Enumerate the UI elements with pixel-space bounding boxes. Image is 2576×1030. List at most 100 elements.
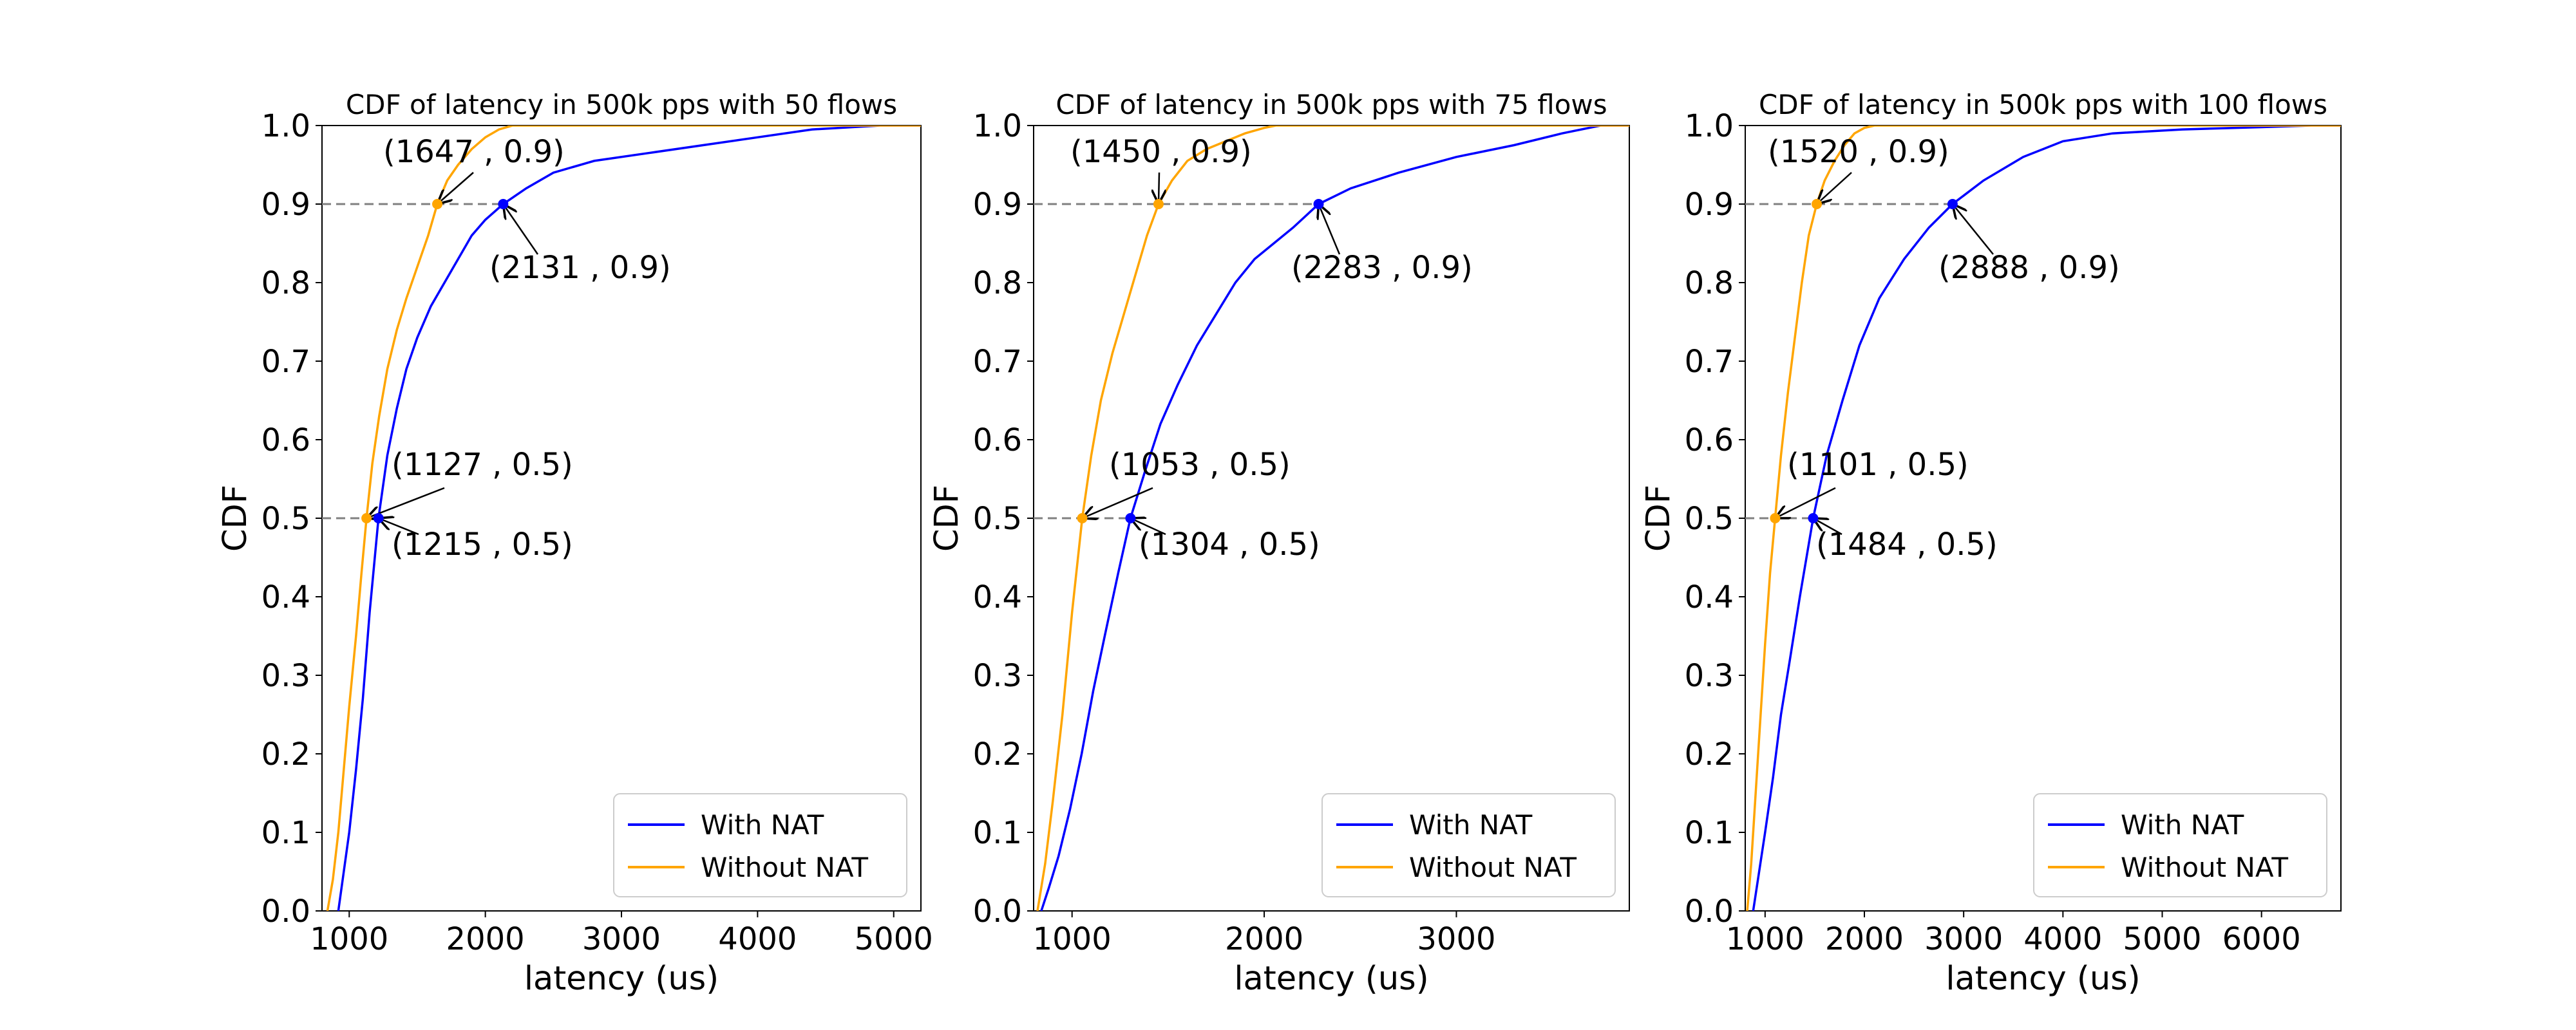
panel-1-y-tick-label: 0.5 [261,501,310,537]
panel-3-y-tick-label: 0.6 [1685,422,1734,458]
panel-3-annotation-arrow [1775,487,1836,518]
panel-2-y-tick-label: 0.5 [973,501,1022,537]
panel-3-annotation-point [1770,513,1781,523]
panel-2-y-tick-label: 0.1 [973,815,1022,851]
panel-3-annotation-label: (1520 , 0.9) [1768,134,1949,170]
panel-1-x-tick-label: 2000 [446,921,525,957]
panel-1-annotation-label: (1215 , 0.5) [392,527,573,563]
panel-2-annotation-label: (1450 , 0.9) [1070,134,1252,170]
panel-1-annotation-arrow [503,204,539,255]
panel-2-legend-label-without-nat: Without NAT [1409,852,1577,883]
panel-3-x-tick-label: 2000 [1825,921,1904,957]
panel-3-annotation-point [1947,199,1958,209]
panel-1-annotation-label: (1127 , 0.5) [392,447,573,483]
panel-1-legend-label-without-nat: Without NAT [701,852,868,883]
panel-2-annotation-point [1125,513,1136,523]
panel-2-annotation-arrow [1319,204,1341,255]
panel-1-annotation-point [432,199,443,209]
panel-3-annotation-arrow [1817,172,1852,204]
panel-3-y-axis-label: CDF [1640,485,1678,552]
panel-2-annotation-arrow [1130,518,1166,536]
panel-1-y-axis-label: CDF [216,485,254,552]
panel-2-series-line-without-nat [1036,126,1629,911]
panel-3-annotation-point [1808,513,1819,523]
panel-3-y-tick-label: 1.0 [1685,108,1734,144]
panel-3-legend-label-without-nat: Without NAT [2121,852,2288,883]
panel-2-y-tick-label: 1.0 [973,108,1022,144]
panel-2-y-axis-label: CDF [928,485,966,552]
panel-2-y-tick-label: 0.7 [973,344,1022,380]
panel-1-y-tick-label: 0.4 [261,579,310,615]
panel-2-legend-label-with-nat: With NAT [1409,809,1533,841]
panel-1-series-line-with-nat [337,126,921,911]
panel-2-y-tick-label: 0.6 [973,422,1022,458]
panel-1-annotation-point [373,513,384,523]
panel-3-x-tick-label: 1000 [1726,921,1804,957]
panel-2-annotation-label: (1053 , 0.5) [1109,447,1291,483]
panel-3-y-tick-label: 0.5 [1685,501,1734,537]
panel-1-y-tick-label: 0.8 [261,265,310,301]
panel-2-annotation-arrow [1082,487,1153,518]
panel-2-annotation-point [1313,199,1324,209]
panel-1-annotation-arrow [437,172,474,204]
panel-3-x-tick-label: 3000 [1924,921,2003,957]
chart-panel-1: CDF of latency in 500k pps with 50 flows… [216,89,933,998]
panel-1-x-tick-label: 4000 [718,921,797,957]
panel-1-x-tick-label: 3000 [582,921,661,957]
panel-1-chart-title: CDF of latency in 500k pps with 50 flows [346,89,897,120]
panel-3-annotation-point [1812,199,1822,209]
panel-3-y-tick-label: 0.3 [1685,658,1734,694]
panel-3-x-axis-label: latency (us) [1946,960,2140,998]
panel-3-chart-title: CDF of latency in 500k pps with 100 flow… [1759,89,2327,120]
panel-3-series-line-without-nat [1746,126,2341,911]
panel-1-annotation-arrow [379,518,419,536]
panel-1-y-tick-label: 1.0 [261,108,310,144]
panel-1-annotation-point [498,199,509,209]
panel-1-x-tick-label: 1000 [310,921,388,957]
panel-1-x-axis-label: latency (us) [524,960,719,998]
panel-3-x-tick-label: 4000 [2023,921,2102,957]
panel-2-chart-title: CDF of latency in 500k pps with 75 flows [1056,89,1607,120]
chart-panel-2: CDF of latency in 500k pps with 75 flows… [928,89,1630,998]
panel-3-x-tick-label: 5000 [2123,921,2201,957]
panel-3-y-tick-label: 0.2 [1685,736,1734,772]
panel-2-y-tick-label: 0.4 [973,579,1022,615]
panel-3-series-line-with-nat [1752,126,2341,911]
panel-2-y-tick-label: 0.8 [973,265,1022,301]
panel-3-annotation-label: (1484 , 0.5) [1816,527,1998,563]
panel-1-y-tick-label: 0.1 [261,815,310,851]
panel-1-annotation-label: (1647 , 0.9) [383,134,565,170]
panel-1-annotation-point [361,513,372,523]
panel-3-y-tick-label: 0.0 [1685,894,1734,930]
panel-2-x-tick-label: 2000 [1225,921,1303,957]
panel-2-annotation-point [1077,513,1088,523]
panel-1-y-tick-label: 0.9 [261,187,310,223]
panel-2-y-tick-label: 0.2 [973,736,1022,772]
panel-2-x-tick-label: 3000 [1417,921,1495,957]
panel-2-legend-box [1321,793,1616,897]
panel-3-x-tick-label: 6000 [2222,921,2301,957]
panel-1-y-tick-label: 0.0 [261,894,310,930]
panel-3-y-tick-label: 0.7 [1685,344,1734,380]
panel-3-annotation-arrow [1813,518,1842,536]
panel-2-y-tick-label: 0.3 [973,658,1022,694]
panel-2-annotation-label: (1304 , 0.5) [1139,527,1320,563]
panel-2-x-tick-label: 1000 [1033,921,1112,957]
panel-2-y-tick-label: 0.9 [973,187,1022,223]
panel-2-y-tick-label: 0.0 [973,894,1022,930]
panel-1-y-tick-label: 0.7 [261,344,310,380]
panel-1-y-tick-label: 0.2 [261,736,310,772]
panel-1-series-line-without-nat [326,126,921,911]
panel-1-annotation-label: (2131 , 0.9) [489,250,671,286]
panel-3-annotation-label: (2888 , 0.9) [1938,250,2120,286]
panel-2-x-axis-label: latency (us) [1234,960,1428,998]
panel-3-legend-box [2033,793,2327,897]
panel-1-y-tick-label: 0.6 [261,422,310,458]
panel-3-annotation-label: (1101 , 0.5) [1787,447,1969,483]
panel-1-x-tick-label: 5000 [855,921,933,957]
panel-3-annotation-arrow [1953,204,1994,255]
panel-3-y-tick-label: 0.4 [1685,579,1734,615]
panel-3-legend-label-with-nat: With NAT [2121,809,2244,841]
panel-1-y-tick-label: 0.3 [261,658,310,694]
